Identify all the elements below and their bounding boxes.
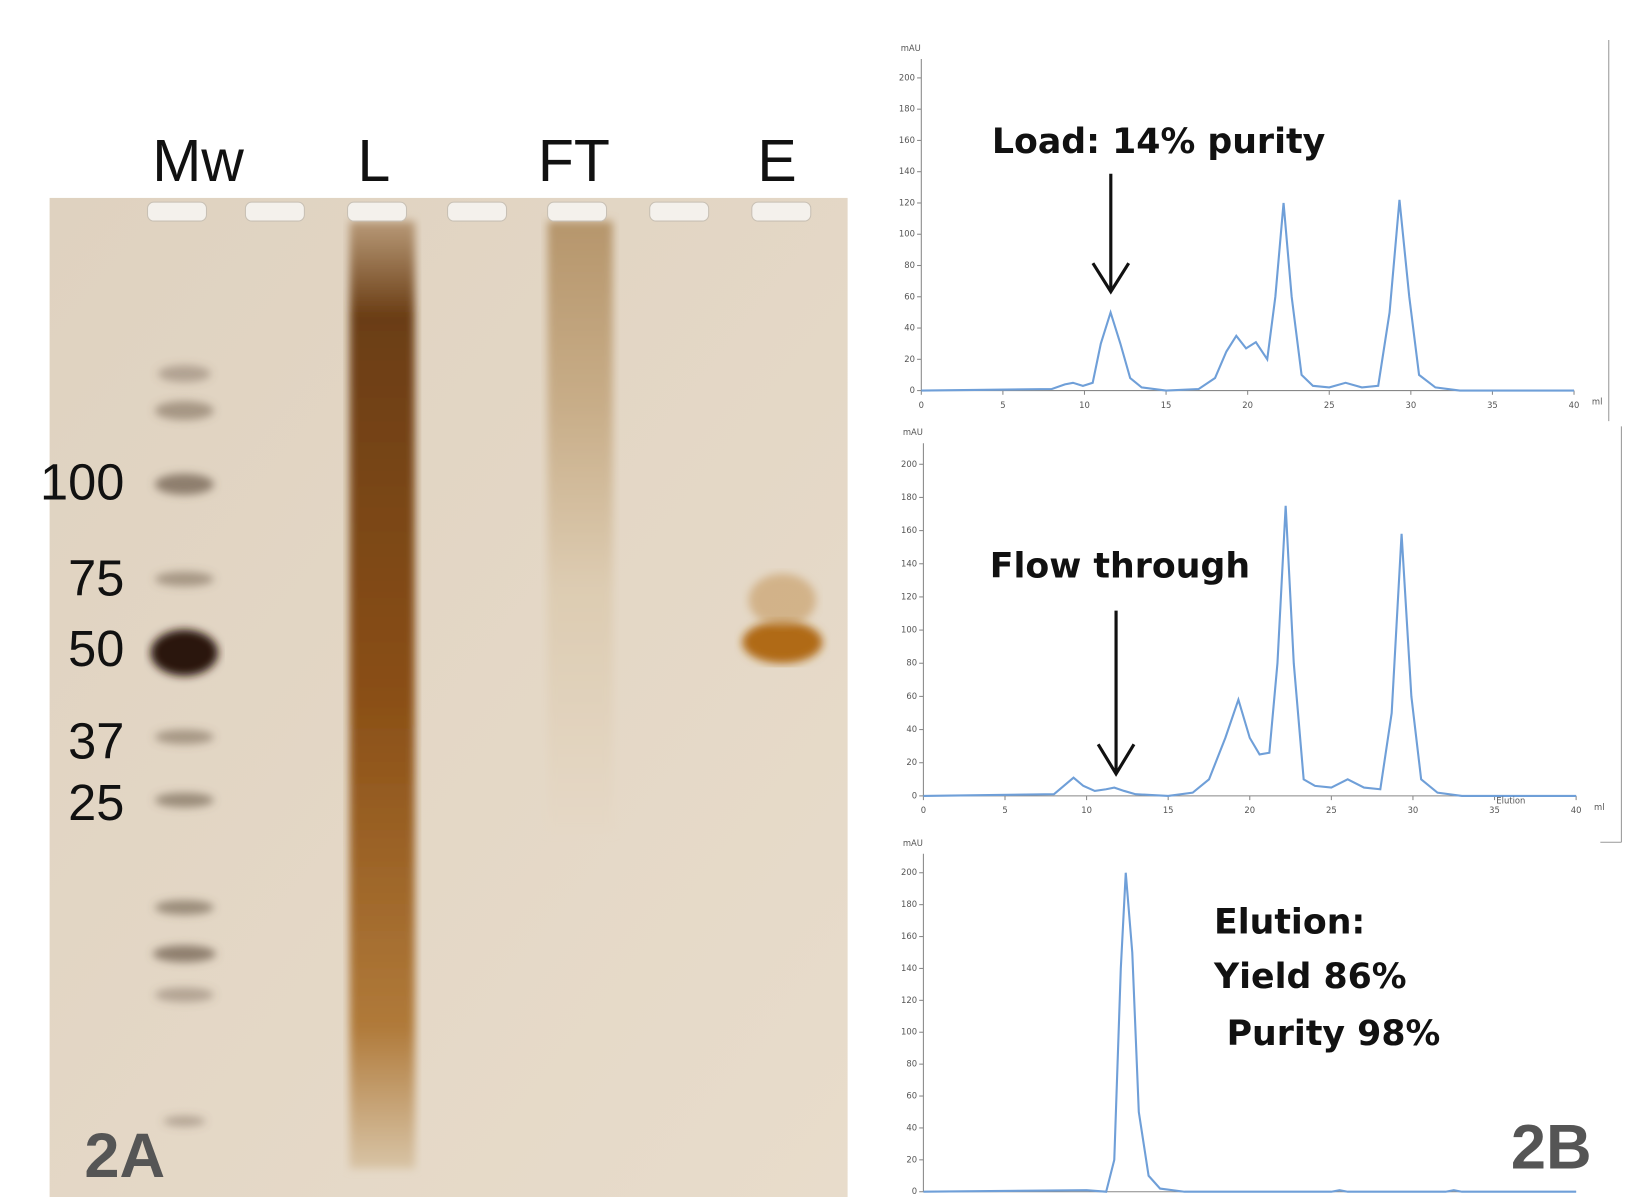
lane-flow-through xyxy=(547,221,613,832)
annotation: Flow through xyxy=(990,546,1250,586)
x-tick-label: 30 xyxy=(1408,805,1419,815)
lane-label: E xyxy=(757,129,796,194)
x-tick-label: 25 xyxy=(1324,400,1335,410)
gel-background xyxy=(49,197,848,1197)
y-tick-label: 160 xyxy=(899,135,915,145)
y-tick-label: 140 xyxy=(901,963,917,973)
lane-label: FT xyxy=(538,129,610,194)
x-tick-label: 10 xyxy=(1081,805,1092,815)
y-tick-label: 160 xyxy=(901,931,917,941)
y-tick-label: 100 xyxy=(899,229,915,239)
annotation: Elution: xyxy=(1214,902,1365,942)
y-tick-label: 20 xyxy=(904,354,915,364)
chart: mAU 0 20 40 60 80 100 120 140 160 180 200 Elution: Yi… xyxy=(901,838,1577,1196)
annotation: Elution xyxy=(1496,796,1525,806)
marker-label: 37 xyxy=(68,713,124,770)
y-tick-label: 160 xyxy=(901,525,917,535)
y-tick-label: 140 xyxy=(901,558,917,568)
y-tick-label: 180 xyxy=(899,104,915,114)
marker-label: 100 xyxy=(40,454,124,511)
y-tick-label: 0 xyxy=(912,1186,917,1196)
elution-smear xyxy=(748,573,817,627)
y-tick-label: 80 xyxy=(906,658,917,668)
y-tick-label: 140 xyxy=(899,166,915,176)
x-tick-label: 20 xyxy=(1244,805,1255,815)
chart: mAU 0 20 40 60 80 100 120 140 160 180 200 0 5 10 15 20 25… xyxy=(899,43,1603,410)
y-tick-label: 40 xyxy=(904,323,915,333)
arrows xyxy=(1091,173,1136,777)
y-tick-label: 60 xyxy=(906,691,917,701)
x-tick-label: 35 xyxy=(1489,805,1500,815)
y-tick-label: 100 xyxy=(901,625,917,635)
y-tick-label: 20 xyxy=(906,1154,917,1164)
annotation: Purity 98% xyxy=(1227,1014,1441,1054)
y-tick-label: 200 xyxy=(899,72,915,82)
y-tick-label: 120 xyxy=(901,591,917,601)
wells xyxy=(146,201,812,222)
line xyxy=(923,505,1577,797)
y-tick-label: 200 xyxy=(901,459,917,469)
y-tick-label: 120 xyxy=(899,197,915,207)
x-tick-label: 40 xyxy=(1569,400,1580,410)
x-tick-label: 15 xyxy=(1163,805,1174,815)
line xyxy=(921,199,1575,392)
annotation: Load: 14% purity xyxy=(992,122,1326,162)
x-tick-label: 5 xyxy=(1000,400,1005,410)
x-tick-label: 35 xyxy=(1487,400,1498,410)
y-tick-label: 80 xyxy=(906,1059,917,1069)
y-tick-label: 60 xyxy=(906,1091,917,1101)
y-axis-label: mAU xyxy=(903,427,923,437)
y-tick-label: 40 xyxy=(906,724,917,734)
y-axis-label: mAU xyxy=(901,43,921,53)
marker-label: 75 xyxy=(68,550,124,607)
y-tick-label: 60 xyxy=(904,291,915,301)
y-tick-label: 20 xyxy=(906,757,917,767)
x-tick-label: 5 xyxy=(1002,805,1007,815)
x-axis-label: ml xyxy=(1594,802,1605,812)
annotation: Yield 86% xyxy=(1213,957,1407,997)
x-tick-label: 15 xyxy=(1161,400,1172,410)
x-tick-label: 0 xyxy=(919,400,924,410)
elution-band xyxy=(742,621,823,664)
y-tick-label: 100 xyxy=(901,1027,917,1037)
marker-label: 50 xyxy=(68,620,124,677)
marker-label: 25 xyxy=(68,774,124,831)
y-tick-label: 0 xyxy=(910,385,915,395)
y-tick-label: 40 xyxy=(906,1122,917,1132)
gel xyxy=(49,197,848,1197)
marker-bands xyxy=(150,365,219,1127)
panel-label: 2B xyxy=(1511,1112,1592,1182)
y-tick-label: 80 xyxy=(904,260,915,270)
y-axis-label: mAU xyxy=(903,838,923,848)
y-tick-label: 180 xyxy=(901,492,917,502)
lane-label: Mw xyxy=(152,129,244,194)
x-axis-label: ml xyxy=(1592,397,1603,407)
y-tick-label: 180 xyxy=(901,899,917,909)
y-tick-label: 200 xyxy=(901,867,917,877)
x-tick-label: 30 xyxy=(1405,400,1416,410)
y-tick-label: 0 xyxy=(912,790,917,800)
x-tick-label: 25 xyxy=(1326,805,1337,815)
line xyxy=(923,872,1577,1193)
panel-label: 2A xyxy=(84,1121,165,1191)
chart-frames xyxy=(1600,40,1622,843)
chart: mAU 0 20 40 60 80 100 120 140 160 180 200 0 5 10 15 20 25… xyxy=(901,427,1605,815)
x-tick-label: 20 xyxy=(1242,400,1253,410)
lane-load xyxy=(349,221,415,1169)
y-tick-label: 120 xyxy=(901,995,917,1005)
x-tick-label: 10 xyxy=(1079,400,1090,410)
lane-label: L xyxy=(357,129,390,194)
x-tick-label: 40 xyxy=(1571,805,1582,815)
x-tick-label: 0 xyxy=(921,805,926,815)
